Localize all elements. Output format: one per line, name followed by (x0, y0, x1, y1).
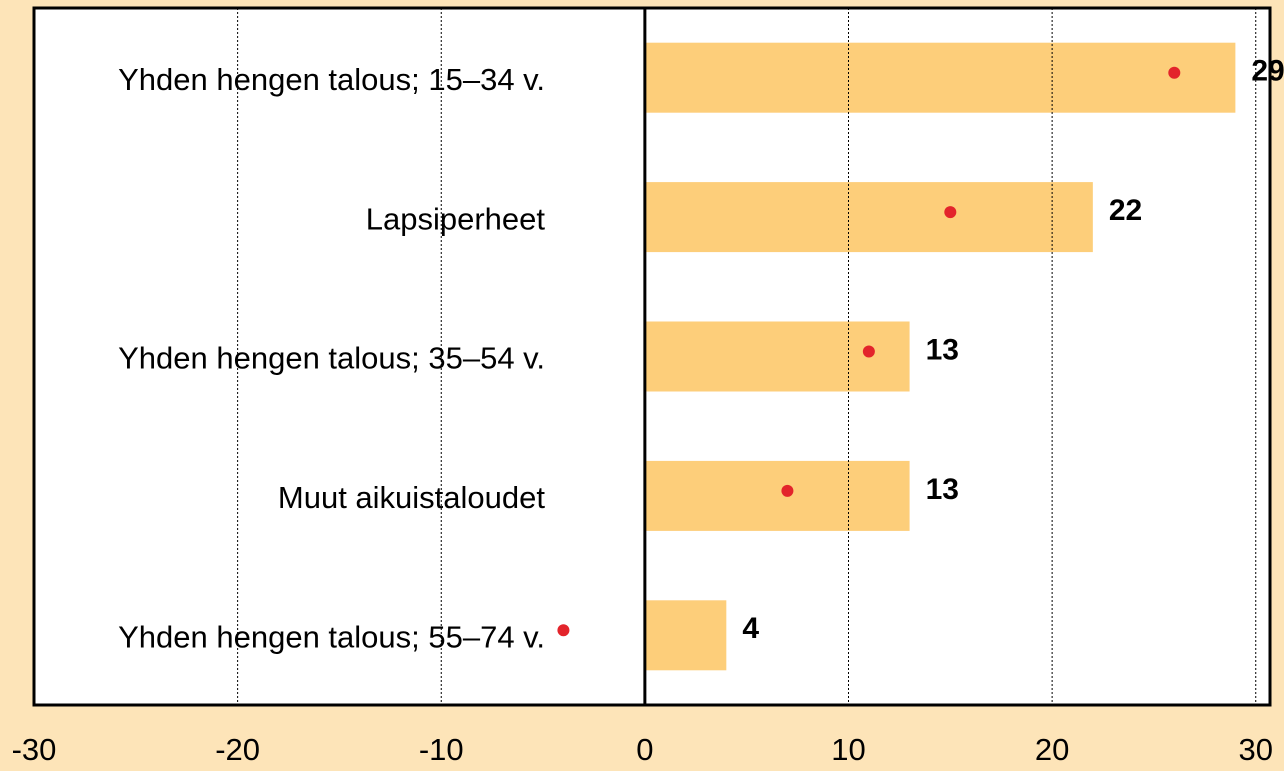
category-label: Yhden hengen talous; 15–34 v. (118, 62, 545, 97)
value-label: 13 (926, 473, 959, 506)
marker (862, 345, 875, 358)
category-label: Muut aikuistaloudet (278, 480, 545, 515)
marker (557, 624, 570, 637)
x-tick-label: 30 (1239, 732, 1273, 767)
value-label: 13 (926, 333, 959, 366)
x-tick-label: 20 (1035, 732, 1069, 767)
value-label: 29 (1251, 55, 1284, 88)
value-label: 4 (742, 612, 759, 645)
category-label: Lapsiperheet (366, 201, 546, 236)
x-tick-label: -10 (419, 732, 464, 767)
bar (644, 460, 910, 531)
marker (944, 206, 957, 219)
x-tick-label: -20 (215, 732, 260, 767)
bar (644, 42, 1236, 113)
x-tick-label: 10 (831, 732, 865, 767)
bar (644, 321, 910, 392)
marker (1168, 66, 1181, 79)
category-label: Yhden hengen talous; 35–54 v. (118, 341, 545, 376)
value-label: 22 (1109, 194, 1142, 227)
x-tick-label: -30 (12, 732, 57, 767)
plot-frame (32, 6, 1272, 707)
marker (781, 484, 794, 497)
category-label: Yhden hengen talous; 55–74 v. (118, 619, 545, 654)
bar (644, 182, 1093, 253)
bar (644, 600, 727, 671)
x-tick-label: 0 (636, 732, 653, 767)
